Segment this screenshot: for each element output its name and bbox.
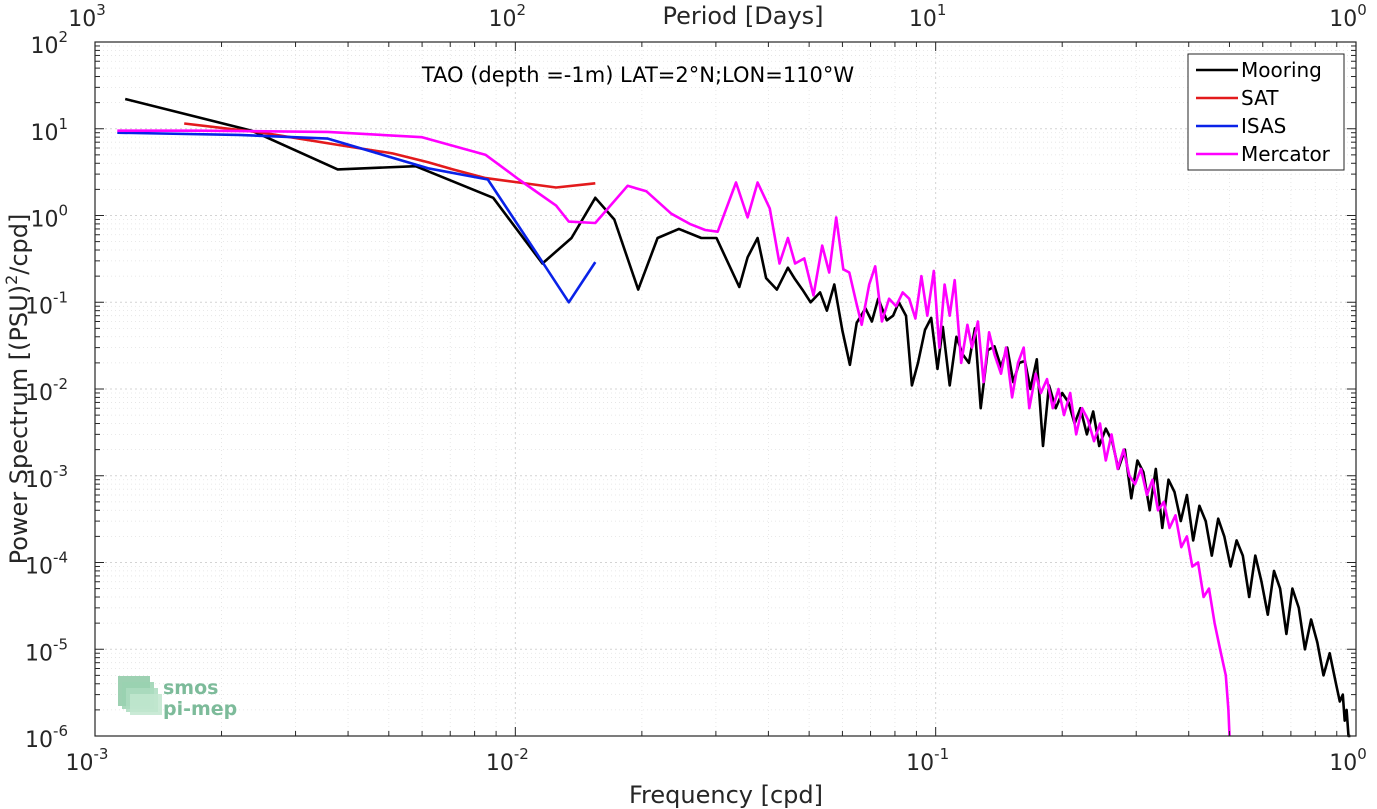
- legend-label-mercator: Mercator: [1241, 142, 1331, 166]
- y-tick-label-base: 10: [30, 208, 58, 233]
- y-tick-label-exponent: -2: [53, 375, 68, 393]
- x-tick-label-base: 10: [66, 751, 94, 776]
- series-mercator-line: [117, 129, 1231, 737]
- y-tick-label: 101: [30, 115, 68, 146]
- x2-tick-label-exponent: 3: [96, 1, 106, 19]
- x-tick-label-exponent: -2: [514, 745, 529, 763]
- x2-tick-label: 101: [909, 1, 947, 32]
- watermark-smos: smos: [163, 677, 218, 699]
- x2-tick-label-exponent: 1: [937, 1, 947, 19]
- y-tick-label-exponent: -5: [53, 635, 68, 653]
- y-axis-label-sup: 2: [2, 275, 21, 285]
- top-axis-label: Period [Days]: [662, 2, 823, 30]
- x2-tick-label: 102: [489, 1, 527, 32]
- legend-box: [1187, 53, 1345, 171]
- y-tick-label: 10-5: [25, 635, 68, 666]
- y-tick-label-base: 10: [25, 555, 53, 580]
- y-tick-label: 10-2: [25, 375, 68, 406]
- x2-tick-label-base: 10: [1329, 7, 1357, 32]
- y-tick-label-exponent: -4: [53, 549, 68, 567]
- series-lines: [117, 97, 1351, 738]
- y-tick-label: 10-3: [25, 462, 68, 493]
- y-tick-label: 102: [30, 28, 68, 59]
- x-tick-label-base: 10: [906, 751, 934, 776]
- x-tick-label: 100: [1329, 745, 1367, 776]
- y-tick-label-base: 10: [25, 728, 53, 753]
- y-axis-label-tail: /cpd]: [5, 214, 33, 275]
- y-tick-label-base: 10: [25, 381, 53, 406]
- axis-ticks: [94, 41, 1357, 737]
- x2-tick-label-exponent: 0: [1357, 1, 1367, 19]
- series-sat-line: [184, 122, 596, 189]
- x-tick-label-base: 10: [1329, 751, 1357, 776]
- y-tick-label-exponent: -6: [53, 722, 68, 740]
- y-tick-label-exponent: -1: [53, 288, 68, 306]
- y-tick-label-base: 10: [25, 641, 53, 666]
- watermark-pimep: pi-mep: [163, 698, 237, 720]
- x-tick-label-exponent: -1: [934, 745, 949, 763]
- watermark-logo-block: [130, 694, 162, 715]
- x-tick-label: 10-3: [66, 745, 109, 776]
- series-isas-line: [117, 131, 597, 304]
- series-mooring-line: [124, 97, 1351, 738]
- y-tick-label-base: 10: [25, 294, 53, 319]
- x2-tick-label-base: 10: [909, 7, 937, 32]
- chart-title: TAO (depth =-1m) LAT=2°N;LON=110°W: [421, 63, 855, 87]
- x2-tick-label: 100: [1329, 1, 1367, 32]
- y-tick-label: 10-6: [25, 722, 68, 753]
- legend-label-mooring: Mooring: [1241, 58, 1322, 82]
- legend: Mooring SAT ISAS Mercator: [1187, 53, 1345, 171]
- y-tick-label: 10-1: [25, 288, 68, 319]
- legend-label-isas: ISAS: [1241, 114, 1286, 138]
- y-tick-label-exponent: -3: [53, 462, 68, 480]
- x2-tick-label-base: 10: [489, 7, 517, 32]
- y-tick-label-base: 10: [25, 468, 53, 493]
- y-tick-label: 100: [30, 202, 68, 233]
- x-tick-label-exponent: 0: [1357, 745, 1367, 763]
- x-tick-label-exponent: -3: [94, 745, 109, 763]
- x-tick-label-base: 10: [486, 751, 514, 776]
- x2-tick-label-exponent: 2: [517, 1, 527, 19]
- x2-tick-label-base: 10: [68, 7, 96, 32]
- y-tick-label: 10-4: [25, 549, 68, 580]
- x-tick-label: 10-2: [486, 745, 529, 776]
- x2-tick-label: 103: [68, 1, 106, 32]
- y-tick-label-exponent: 0: [58, 202, 68, 220]
- y-tick-label-exponent: 1: [58, 115, 68, 133]
- y-tick-label-base: 10: [30, 34, 58, 59]
- y-tick-label-exponent: 2: [58, 28, 68, 46]
- y-axis-label-main: Power Spectrum [(PSU): [5, 285, 33, 564]
- x-axis-label: Frequency [cpd]: [629, 781, 823, 809]
- y-axis-label: Power Spectrum [(PSU)2/cpd]: [2, 214, 33, 565]
- legend-label-sat: SAT: [1241, 86, 1279, 110]
- x-tick-label: 10-1: [906, 745, 949, 776]
- y-tick-label-base: 10: [30, 121, 58, 146]
